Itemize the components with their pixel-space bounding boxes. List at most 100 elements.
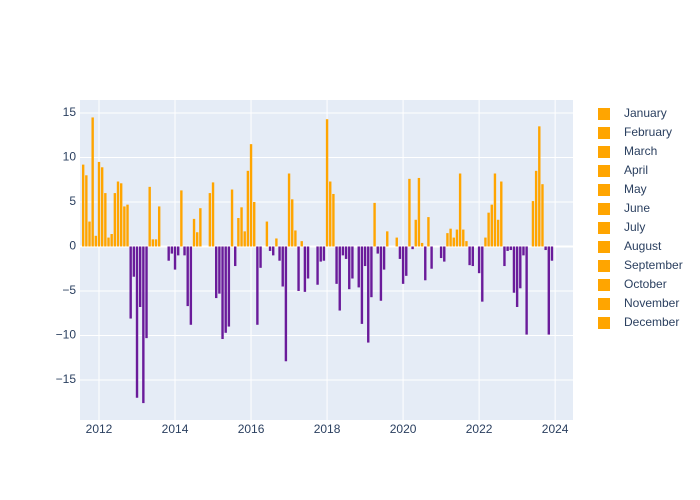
bar: [544, 246, 547, 251]
legend-label[interactable]: February: [624, 125, 672, 139]
bar: [427, 217, 430, 247]
bar: [145, 246, 148, 339]
bar: [458, 173, 462, 247]
y-tick-label: −15: [56, 372, 77, 386]
legend-label[interactable]: January: [624, 106, 667, 120]
bar: [332, 193, 335, 247]
legend-swatch[interactable]: [598, 146, 610, 158]
bar: [341, 246, 345, 256]
bar: [525, 246, 528, 335]
bar: [256, 246, 259, 325]
bar: [126, 204, 129, 247]
bar: [275, 238, 278, 247]
legend-swatch[interactable]: [598, 298, 610, 310]
legend-swatch[interactable]: [598, 241, 610, 253]
legend-label[interactable]: August: [624, 239, 662, 253]
bar: [465, 241, 468, 247]
bar: [462, 229, 465, 247]
legend-swatch[interactable]: [598, 317, 610, 329]
bar: [519, 246, 522, 289]
bar: [376, 246, 379, 254]
bar: [129, 246, 132, 319]
legend-swatch[interactable]: [598, 222, 610, 234]
bar: [503, 246, 506, 267]
legend-swatch[interactable]: [598, 165, 610, 177]
bar: [430, 246, 433, 269]
legend-label[interactable]: September: [624, 258, 683, 272]
bar: [104, 193, 107, 247]
bar: [195, 232, 199, 247]
bar: [189, 246, 193, 325]
bar: [405, 246, 408, 276]
bar: [281, 246, 284, 287]
bar: [351, 246, 354, 279]
bar: [265, 221, 269, 247]
bar: [496, 219, 500, 247]
bar: [408, 178, 411, 247]
bar: [443, 246, 446, 262]
bar: [455, 229, 459, 247]
legend-label[interactable]: June: [624, 201, 650, 215]
bar: [243, 231, 246, 247]
bar: [386, 231, 389, 247]
legend-label[interactable]: December: [624, 315, 679, 329]
bar: [173, 246, 177, 270]
bar: [268, 246, 272, 251]
y-tick-label: 15: [63, 105, 77, 119]
bar: [183, 246, 186, 256]
bar: [116, 181, 120, 247]
legend-swatch[interactable]: [598, 108, 610, 120]
bar: [199, 208, 202, 247]
bar: [338, 246, 341, 311]
bar: [240, 207, 243, 247]
bar: [300, 241, 303, 247]
bar: [186, 246, 189, 307]
bar: [81, 164, 85, 247]
bar: [132, 246, 136, 277]
bar: [509, 246, 512, 251]
legend-label[interactable]: October: [624, 277, 667, 291]
bar: [294, 230, 297, 247]
legend-swatch[interactable]: [598, 203, 610, 215]
legend-label[interactable]: July: [624, 220, 645, 234]
y-tick-label: −10: [56, 328, 77, 342]
bar: [287, 173, 291, 247]
bar: [506, 246, 509, 251]
bar: [113, 193, 117, 247]
bar: [157, 206, 161, 247]
bar: [316, 246, 319, 285]
legend-swatch[interactable]: [598, 184, 610, 196]
bar: [192, 218, 196, 247]
bar: [395, 237, 398, 247]
bar: [414, 219, 417, 247]
bar: [468, 246, 471, 266]
bar: [515, 246, 519, 307]
bar: [411, 246, 414, 250]
bar: [142, 246, 145, 404]
bar: [88, 221, 91, 247]
legend-swatch[interactable]: [598, 127, 610, 139]
legend-swatch[interactable]: [598, 260, 610, 272]
legend-label[interactable]: March: [624, 144, 657, 158]
bar: [215, 246, 218, 299]
bar: [512, 246, 516, 293]
bar: [208, 193, 212, 247]
bar: [135, 246, 139, 398]
legend-label[interactable]: November: [624, 296, 679, 310]
legend-swatch[interactable]: [598, 279, 610, 291]
bar: [259, 246, 262, 268]
legend-label[interactable]: May: [624, 182, 647, 196]
bar: [335, 246, 338, 284]
bar: [424, 246, 427, 281]
bar: [484, 237, 487, 247]
bar: [493, 173, 497, 247]
bar: [306, 246, 310, 279]
bar: [541, 184, 544, 247]
bar: [357, 246, 360, 288]
bar: [531, 201, 535, 247]
legend-label[interactable]: April: [624, 163, 648, 177]
bar: [420, 242, 424, 247]
bar: [297, 246, 300, 291]
bar: [234, 246, 237, 267]
